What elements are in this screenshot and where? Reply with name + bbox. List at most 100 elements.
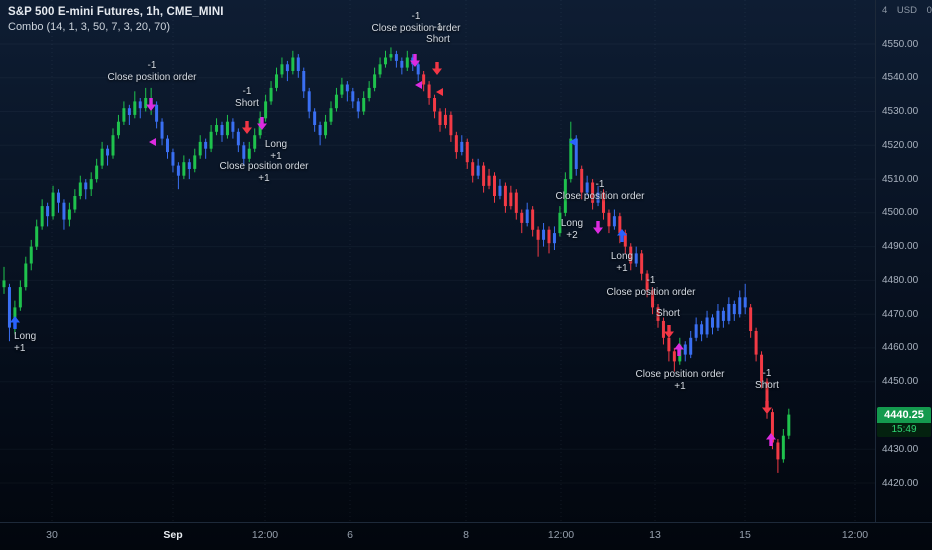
bar-countdown: 15:49 xyxy=(877,422,931,437)
candle xyxy=(46,206,50,217)
trade-arrow-down-icon xyxy=(242,121,252,134)
candle xyxy=(285,64,289,72)
candle xyxy=(629,246,633,264)
last-price-value: 4440.25 xyxy=(877,406,931,423)
candle xyxy=(689,337,693,355)
candle xyxy=(313,111,317,125)
indicator-title[interactable]: Combo (14, 1, 3, 50, 7, 3, 20, 70) xyxy=(8,21,171,33)
candle xyxy=(275,74,278,88)
candle xyxy=(454,135,458,153)
trade-arrow-down-icon xyxy=(432,62,442,75)
candle xyxy=(552,233,556,244)
candle xyxy=(683,344,687,355)
trade-arrow-up-icon xyxy=(766,433,776,446)
candle xyxy=(67,209,71,220)
candle xyxy=(138,101,142,109)
candle xyxy=(100,148,104,166)
candle xyxy=(542,229,546,240)
chart-pane[interactable]: -1 Close position order -1 Short Long +1 Close… xyxy=(0,0,875,522)
candle xyxy=(520,212,524,223)
candle xyxy=(422,74,426,85)
price-axis-label: 4530.00 xyxy=(882,106,919,117)
candle xyxy=(465,141,469,163)
candle xyxy=(645,273,649,291)
candle xyxy=(373,74,377,88)
candle xyxy=(296,57,300,71)
candle xyxy=(547,229,551,244)
candle xyxy=(24,263,28,288)
candle xyxy=(509,192,513,207)
candle xyxy=(225,121,229,136)
candle xyxy=(493,175,496,196)
candle xyxy=(700,324,704,335)
candle xyxy=(171,152,175,166)
trade-arrow-up-icon xyxy=(617,229,627,242)
candle xyxy=(449,114,453,136)
candle xyxy=(623,233,627,247)
trade-arrow-left-icon xyxy=(415,81,422,89)
time-axis[interactable]: 30 Sep 12:00 6 8 12:00 13 15 12:00 xyxy=(0,522,932,550)
candle xyxy=(716,310,720,328)
candle xyxy=(661,320,665,338)
candle xyxy=(569,138,573,180)
candle xyxy=(667,337,671,352)
candle xyxy=(416,64,420,75)
price-axis-label: 4490.00 xyxy=(882,241,919,253)
candle xyxy=(433,98,437,112)
candle xyxy=(787,414,791,436)
time-axis-label: 8 xyxy=(463,529,469,541)
candle xyxy=(760,354,764,382)
candle xyxy=(236,131,240,146)
trade-arrow-down-icon xyxy=(410,54,420,67)
candle xyxy=(351,91,355,102)
candle xyxy=(18,287,22,308)
candle xyxy=(106,148,110,156)
trade-arrow-left-icon xyxy=(149,138,156,146)
candle xyxy=(656,307,660,321)
price-axis-label: 4460.00 xyxy=(882,342,919,354)
candlestick-chart[interactable] xyxy=(0,0,875,522)
trade-arrow-down-icon xyxy=(146,98,156,111)
candle xyxy=(384,57,387,65)
candle xyxy=(155,104,159,122)
time-axis-label: 12:00 xyxy=(251,529,279,541)
candle xyxy=(618,216,622,234)
candle xyxy=(302,71,306,92)
trade-arrow-down-icon xyxy=(257,117,267,130)
chart-legend: S&P 500 E-mini Futures, 1h, CME_MINI Com… xyxy=(8,6,224,33)
candle xyxy=(111,135,115,156)
candle xyxy=(40,206,44,227)
trade-arrow-down-icon xyxy=(664,325,674,338)
candle xyxy=(738,297,742,315)
candle xyxy=(29,246,33,264)
time-axis-label: 13 xyxy=(649,529,661,541)
trade-arrow-left-icon xyxy=(569,138,576,146)
price-axis[interactable]: 4 USD 0 4550.00 4540.00 4530.00 4520.00 4510… xyxy=(875,0,932,522)
candle xyxy=(580,168,584,193)
candle xyxy=(443,114,447,125)
candle xyxy=(127,108,131,115)
candle xyxy=(57,192,60,203)
candle xyxy=(596,192,600,203)
candle xyxy=(378,64,382,75)
candle xyxy=(591,182,595,203)
last-price-badge: 4440.25 15:49 xyxy=(877,406,931,437)
candle xyxy=(51,192,55,217)
candle xyxy=(160,121,164,139)
candle xyxy=(574,138,578,169)
candle xyxy=(503,185,507,207)
candle xyxy=(531,209,535,230)
symbol-title[interactable]: S&P 500 E-mini Futures, 1h, CME_MINI xyxy=(8,6,224,18)
candle xyxy=(356,101,360,112)
candle xyxy=(334,94,338,109)
price-axis-label: 4470.00 xyxy=(882,308,919,320)
price-axis-label: 4540.00 xyxy=(882,72,919,84)
price-axis-label: 4520.00 xyxy=(882,139,919,151)
time-axis-label: Sep xyxy=(163,529,183,541)
trade-arrow-left-icon xyxy=(436,88,443,96)
candle xyxy=(193,155,197,169)
candle xyxy=(536,229,540,240)
candle xyxy=(558,212,562,234)
candle xyxy=(345,84,349,92)
